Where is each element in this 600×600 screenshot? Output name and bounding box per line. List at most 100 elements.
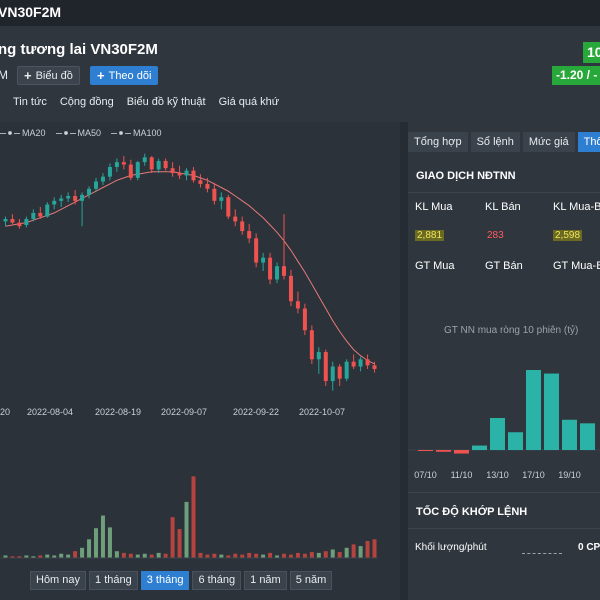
legend-ma100-label: MA100: [133, 128, 162, 138]
nav-community[interactable]: Cộng đồng: [59, 96, 114, 108]
mini-x-tick-label: 07/10: [414, 470, 437, 480]
volume-bar: [295, 552, 300, 558]
kl-sell-label: KL Bán: [485, 201, 521, 213]
range-5y-button[interactable]: 5 năm: [289, 571, 333, 590]
mini-x-tick-label: 19/10: [558, 470, 581, 480]
legend-ma20-label: MA20: [22, 128, 46, 138]
net-buy-bar: [436, 450, 451, 452]
volume-bar: [330, 549, 335, 558]
kl-buy-value: 2,881: [415, 230, 445, 241]
volume-bar: [240, 554, 245, 558]
separator: [408, 192, 600, 193]
last-price: 10: [583, 42, 600, 63]
candle-body: [316, 352, 321, 360]
nav-news[interactable]: Tin tức: [13, 96, 47, 108]
range-1y-button[interactable]: 1 năm: [244, 571, 287, 590]
volume-bar: [226, 555, 231, 558]
tab-statistics[interactable]: Thố: [577, 132, 600, 152]
candle-body: [184, 170, 189, 176]
legend-ma100[interactable]: MA100: [111, 128, 162, 138]
candle-body: [73, 196, 78, 201]
volume-bar: [73, 551, 78, 558]
tab-price-levels[interactable]: Mức giá: [522, 132, 575, 152]
volume-bar: [163, 553, 168, 558]
candle-body: [80, 194, 85, 201]
x-tick-label: 2022-09-22: [233, 407, 279, 417]
candle-body: [87, 188, 92, 195]
volume-bar: [121, 552, 126, 558]
candle-body: [295, 301, 300, 309]
volume-bar: [114, 551, 119, 558]
volume-bar: [52, 555, 57, 558]
follow-button[interactable]: + Theo dõi: [90, 66, 159, 85]
candle-body: [302, 308, 307, 331]
volume-bar: [87, 539, 92, 558]
plus-icon: +: [24, 68, 32, 83]
candle-body: [365, 359, 370, 366]
candle-body: [358, 359, 363, 367]
range-today-button[interactable]: Hôm nay: [30, 571, 87, 590]
volume-bar: [10, 556, 15, 558]
price-chart[interactable]: 20 2022-08-04 2022-08-19 2022-09-07 2022-09-…: [0, 140, 400, 570]
candle-body: [94, 181, 98, 189]
candle-body: [337, 366, 342, 379]
side-tabs: Tổng hợp Sổ lệnh Mức giá Thố: [408, 132, 600, 152]
candle-body: [17, 222, 22, 227]
nav-price-history[interactable]: Giá quá khứ: [218, 96, 280, 108]
x-tick-label: 2022-09-07: [161, 407, 207, 417]
candle-body: [142, 157, 147, 163]
plus-icon: +: [97, 68, 105, 83]
volume-bar: [135, 554, 140, 558]
candle-body: [10, 218, 15, 223]
range-3m-button[interactable]: 3 tháng: [140, 571, 190, 590]
volume-bar: [66, 554, 71, 558]
range-1m-button[interactable]: 1 tháng: [89, 571, 138, 590]
separator: [408, 492, 600, 493]
candle-body: [100, 176, 105, 182]
candle-body: [288, 275, 293, 302]
candle-body: [170, 168, 175, 174]
chart-button[interactable]: + Biểu đồ: [17, 66, 80, 85]
candle-body: [219, 197, 224, 201]
legend-line-icon: [111, 132, 118, 134]
candle-body: [372, 365, 377, 369]
tab-order-book[interactable]: Sổ lệnh: [470, 132, 520, 152]
candle-body: [226, 197, 231, 217]
tab-summary[interactable]: Tổng hợp: [408, 132, 468, 152]
top-bar: VN30F2M: [0, 0, 600, 26]
volume-bar: [184, 501, 189, 558]
candle-body: [240, 221, 245, 232]
price-change: -1.20 / -: [552, 66, 600, 85]
volume-per-minute-value: 0 CP: [578, 542, 600, 553]
legend-line-icon: [125, 132, 132, 134]
instrument-name: ng tương lai VN30F2M: [0, 41, 158, 58]
legend-dot-icon: [119, 131, 124, 135]
kl-buy-label: KL Mua: [415, 201, 453, 213]
range-selector: Hôm nay 1 tháng 3 tháng 6 tháng 1 năm 5 …: [30, 571, 333, 590]
legend-ma20[interactable]: MA20: [0, 128, 46, 138]
volume-bar: [205, 554, 210, 558]
nav-technical-chart[interactable]: Biểu đồ kỹ thuật: [126, 96, 206, 108]
candle-body: [66, 196, 71, 199]
net-buy-bar: [418, 450, 433, 451]
volume-bar: [156, 552, 161, 558]
range-6m-button[interactable]: 6 tháng: [192, 571, 242, 590]
volume-bar: [275, 555, 280, 558]
candle-body: [114, 162, 119, 167]
legend-line-icon: [0, 132, 6, 134]
volume-bar: [177, 529, 182, 558]
legend-ma50[interactable]: MA50: [55, 128, 101, 138]
volume-bar: [219, 554, 224, 558]
net-buy-chart-title: GT NN mua ròng 10 phiên (tỷ): [444, 325, 579, 336]
candle-body: [268, 257, 273, 280]
candle-body: [233, 216, 238, 222]
mini-x-tick-label: 13/10: [486, 470, 509, 480]
separator: [408, 528, 600, 529]
volume-bar: [59, 553, 64, 558]
match-speed-title: TỐC ĐỘ KHỚP LỆNH: [416, 506, 528, 518]
volume-bar: [323, 551, 328, 558]
candle-body: [128, 164, 133, 178]
net-buy-bar: [508, 432, 523, 450]
candle-body: [135, 162, 140, 178]
net-buy-chart[interactable]: 07/10 11/10 13/10 17/10 19/10: [408, 340, 600, 485]
